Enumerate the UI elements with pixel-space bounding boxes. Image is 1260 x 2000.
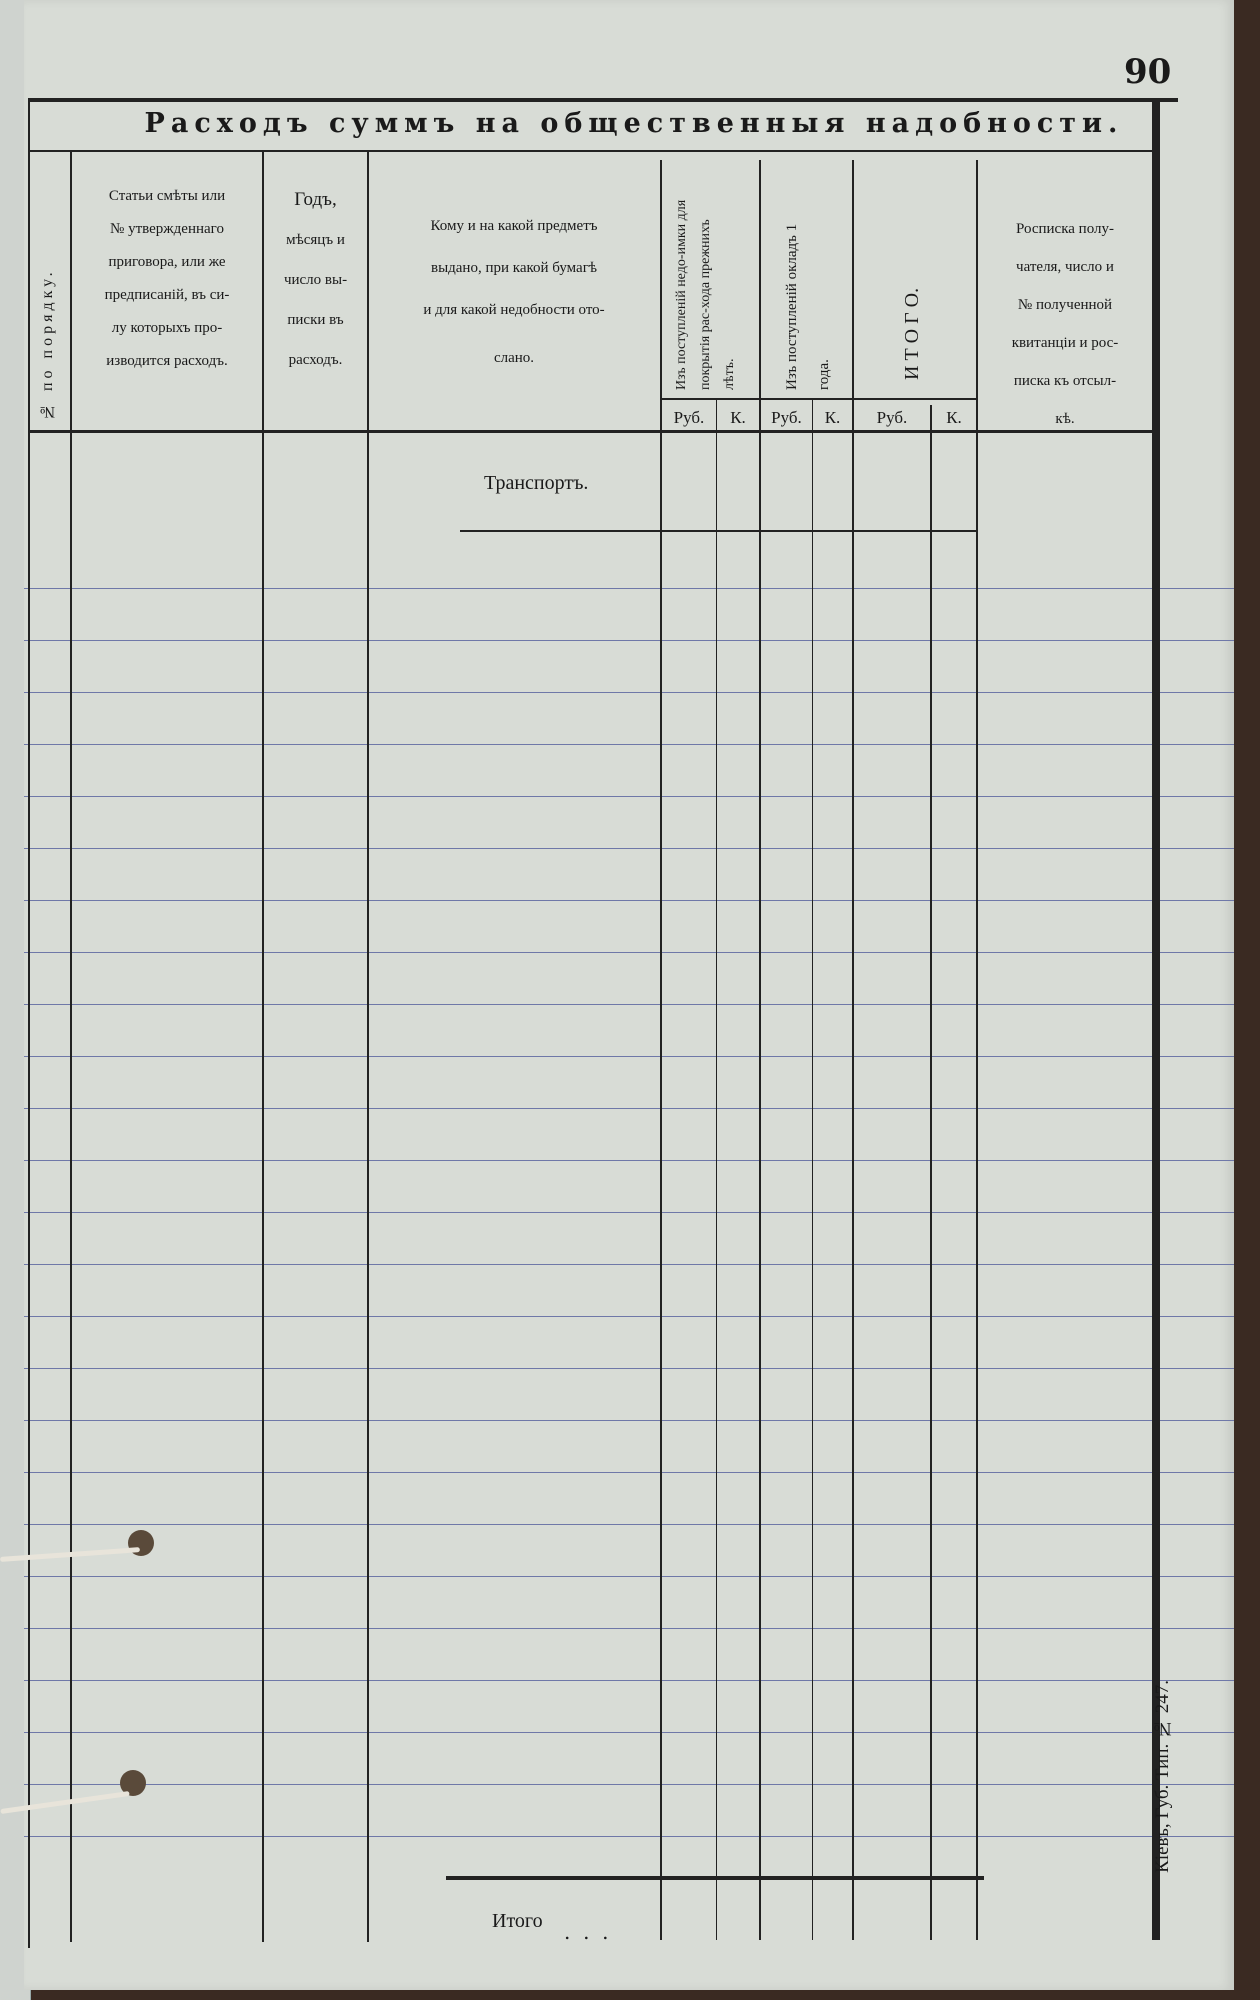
header-kop: К. <box>730 408 746 427</box>
header-date-line: расходъ. <box>288 352 343 368</box>
table-left-border <box>28 98 30 1948</box>
ruled-line <box>24 1732 1234 1733</box>
header-date-line: Годъ, <box>294 189 337 210</box>
column-divider <box>930 405 932 1940</box>
ruled-line <box>24 1368 1234 1369</box>
column-divider <box>367 152 369 1942</box>
ledger-page: 90 Расходъ суммъ на общественныя надобно… <box>0 0 1234 1990</box>
ruled-line <box>24 1680 1234 1681</box>
ruled-line <box>24 796 1234 797</box>
header-articles-line: предписаній, въ си- <box>104 287 230 303</box>
header-recipient-line: слано. <box>493 350 535 366</box>
header-recipient-line: Кому и на какой предметъ <box>430 218 598 234</box>
header-current: Изъ поступленій окладъ 1 года. <box>784 223 832 390</box>
header-rub: Руб. <box>673 408 705 427</box>
page-number: 90 <box>1124 52 1172 92</box>
column-divider <box>812 400 813 1940</box>
ruled-line <box>24 900 1234 901</box>
ruled-line <box>24 1420 1234 1421</box>
ruled-line <box>24 1836 1234 1837</box>
total-line <box>446 1876 984 1880</box>
ruled-line <box>24 1628 1234 1629</box>
ruled-line <box>24 1056 1234 1057</box>
ruled-line <box>24 1524 1234 1525</box>
column-divider <box>70 152 72 1942</box>
header-bottom-line <box>28 430 1158 433</box>
ruled-line <box>24 1160 1234 1161</box>
header-receipt-line: писка къ отсыл- <box>1013 373 1117 389</box>
header-articles-line: приговора, или же <box>108 254 226 270</box>
ruled-line <box>24 952 1234 953</box>
header-recipient-line: выдано, при какой бумагѣ <box>430 260 597 276</box>
total-dots: . . . <box>564 1920 609 1944</box>
ruled-line <box>24 640 1234 641</box>
header-receipt-line: чателя, число и <box>1016 259 1114 275</box>
transport-label: Транспортъ. <box>484 472 589 494</box>
header-receipt-line: Росписка полу- <box>1016 221 1114 237</box>
ruled-line <box>24 1108 1234 1109</box>
ruled-line <box>24 1576 1234 1577</box>
header-rub: Руб. <box>876 408 908 427</box>
table-right-border <box>1152 100 1160 1940</box>
header-date-line: писки въ <box>287 312 344 328</box>
column-divider <box>660 160 662 1940</box>
money-subheader-line <box>660 398 976 400</box>
ruled-line <box>24 1212 1234 1213</box>
ruled-line <box>24 1316 1234 1317</box>
header-top-line <box>28 150 1158 152</box>
ruled-line <box>24 1472 1234 1473</box>
header-date-line: мѣсяцъ и <box>286 232 345 248</box>
header-articles-line: изводится расходъ. <box>106 353 228 369</box>
ruled-line <box>24 588 1234 589</box>
header-kop: К. <box>946 408 962 427</box>
header-articles-line: № утвержденнаго <box>110 221 224 237</box>
header-articles-line: Статьи смѣты или <box>108 188 226 204</box>
header-articles-line: лу которыхъ про- <box>111 320 223 336</box>
header-receipt-line: кѣ. <box>1055 411 1075 427</box>
column-divider <box>852 160 854 1940</box>
column-divider <box>262 152 264 1942</box>
top-border <box>28 98 1178 102</box>
transport-underline <box>460 530 976 532</box>
header-number: № по порядку. <box>39 268 56 420</box>
header-date-line: число вы- <box>283 272 348 288</box>
header-recipient-line: и для какой недобности ото- <box>423 302 605 318</box>
ruled-line <box>24 1004 1234 1005</box>
header-receipt-line: квитанціи и рос- <box>1011 335 1119 351</box>
column-divider <box>976 160 978 1940</box>
ruled-line <box>24 744 1234 745</box>
header-rub: Руб. <box>771 408 802 427</box>
ruled-line <box>24 1784 1234 1785</box>
ruled-line <box>24 1264 1234 1265</box>
header-total: И Т О Г О. <box>901 287 923 380</box>
total-label: Итого <box>492 1910 543 1932</box>
page-title: Расходъ суммъ на общественныя надобности… <box>144 108 1124 139</box>
header-arrears: Изъ поступленій недо-имки для покрытія р… <box>674 199 737 390</box>
header-receipt-line: № полученной <box>1017 297 1113 313</box>
column-divider <box>759 160 761 1940</box>
header-kop: К. <box>824 408 841 427</box>
ruled-line <box>24 692 1234 693</box>
printer-mark: Кіевъ, Губ. Тип. № 247. <box>1152 1680 1173 1873</box>
column-divider <box>716 400 717 1940</box>
ruled-line <box>24 848 1234 849</box>
